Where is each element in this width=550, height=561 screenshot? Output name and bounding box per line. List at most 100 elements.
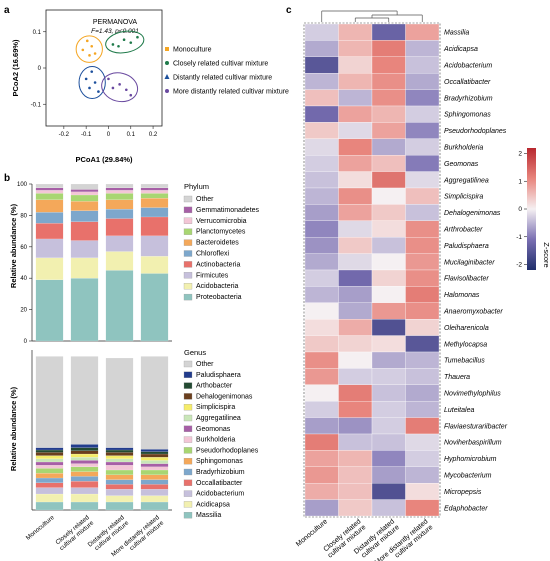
heatmap-cell — [304, 138, 339, 156]
zscore-heatmap: Z-score Massilia Acidicapsa Acidobacterium… — [295, 10, 550, 561]
y-tick-label: 40 — [20, 276, 27, 282]
stacked-bar-segment — [140, 484, 169, 490]
heatmap-cell — [304, 237, 339, 254]
x-category-label: Monoculture — [25, 514, 56, 542]
heatmap-cell — [338, 40, 373, 57]
stacked-bar-segment — [70, 463, 99, 467]
stacked-bar-segment — [35, 447, 64, 451]
heatmap-row-label: Paludisphaera — [444, 243, 489, 250]
legend-swatch — [183, 382, 193, 389]
legend-label: Dehalogenimonas — [196, 393, 253, 400]
stacked-bar-segment — [35, 190, 64, 194]
stacked-bar-segment — [105, 209, 134, 219]
legend-swatch — [183, 261, 193, 268]
pcoa-point — [118, 83, 121, 86]
heatmap-cell — [405, 155, 440, 172]
heatmap-row-label: Methylocapsa — [444, 341, 487, 348]
stacked-bar-segment — [35, 452, 64, 456]
stacked-bar-segment — [105, 447, 134, 451]
heatmap-row-label: Noviherbaspirillum — [444, 440, 502, 447]
heatmap-row-label: Novimethylophilus — [444, 391, 501, 398]
heatmap-cell — [338, 450, 373, 467]
pcoa-point — [97, 90, 100, 93]
heatmap-cell — [304, 187, 339, 205]
stacked-bar-segment — [70, 201, 99, 211]
stacked-bar-segment — [140, 449, 169, 452]
heatmap-cell — [338, 187, 373, 205]
heatmap-cell — [405, 171, 440, 189]
legend-label: Monoculture — [173, 47, 212, 54]
heatmap-row-label: Simplicispira — [444, 194, 483, 201]
stacked-bar-segment — [35, 223, 64, 240]
legend-label: Verrucomicrobia — [196, 218, 247, 225]
stacked-bar-segment — [35, 193, 64, 200]
legend-label: Occallatibacter — [196, 480, 243, 487]
stacked-bar-segment — [35, 473, 64, 479]
heatmap-cell — [371, 483, 406, 500]
heatmap-cell — [338, 483, 373, 500]
heatmap-row-label: Edaphobacter — [444, 505, 488, 512]
stacked-bar-segment — [105, 183, 134, 188]
pcoa-point — [122, 38, 126, 42]
heatmap-cell — [405, 89, 440, 107]
y-tick-label: 20 — [20, 308, 27, 314]
heatmap-cell — [405, 368, 440, 385]
heatmap-frame — [303, 22, 441, 518]
heatmap-cell — [338, 319, 373, 336]
legend-swatch — [183, 479, 193, 486]
pcoa-y-tick-label: 0 — [38, 66, 42, 72]
legend-label: Planctomycetes — [196, 229, 246, 236]
stacked-bar-segment — [70, 476, 99, 482]
legend-label: Simplicispira — [196, 404, 235, 411]
heatmap-cell — [304, 401, 339, 418]
stacked-bar-segment — [140, 190, 169, 194]
legend-swatch — [183, 360, 193, 368]
legend-label: Acidobacterium — [196, 491, 244, 498]
heatmap-cell — [304, 319, 339, 336]
legend-label: Massilia — [196, 512, 221, 519]
heatmap-cell — [304, 73, 339, 90]
heatmap-cell — [304, 40, 339, 57]
heatmap-row-label: Oleiharenicola — [444, 325, 489, 332]
heatmap-cell — [371, 187, 406, 205]
heatmap-cell — [338, 286, 373, 303]
heatmap-cell — [338, 368, 373, 385]
genus-y-axis-label: Relative abundance (%) — [9, 386, 18, 471]
legend-swatch — [183, 195, 193, 203]
heatmap-cell — [371, 155, 406, 172]
heatmap-cell — [405, 56, 440, 74]
stacked-bar-segment — [140, 187, 169, 191]
genus-stacked-bar-chart: Relative abundance (%) Genus Monoculture… — [9, 348, 259, 558]
stacked-bar-segment — [140, 457, 169, 461]
legend-swatch — [183, 393, 193, 400]
heatmap-cell — [338, 23, 373, 41]
legend-label: Firmicutes — [196, 272, 229, 279]
stacked-bar-segment — [105, 449, 134, 453]
stacked-bar-segment — [105, 357, 134, 448]
phylum-legend-title: Phylum — [184, 182, 209, 191]
stacked-bar-segment — [140, 183, 169, 188]
heatmap-cell — [371, 138, 406, 156]
heatmap-cell — [304, 220, 339, 238]
pcoa-annotation-stats: F=1.43, p<0.001 — [91, 28, 139, 35]
x-category-label-line: Monoculture — [25, 514, 56, 542]
heatmap-row-label: Geomonas — [444, 161, 479, 168]
legend-marker-circle — [165, 61, 169, 65]
heatmap-row-label: Aggregatilinea — [443, 177, 489, 184]
heatmap-cell — [338, 401, 373, 418]
heatmap-row-label: Halomonas — [444, 292, 480, 299]
stacked-bar-segment — [35, 183, 64, 188]
colorbar-tick-label: -1 — [516, 234, 522, 241]
stacked-bar-segment — [105, 465, 134, 471]
heatmap-cell — [338, 269, 373, 287]
stacked-bar-segment — [35, 455, 64, 459]
legend-swatch — [183, 206, 193, 214]
panel-label-b: b — [4, 173, 10, 184]
heatmap-cell — [338, 56, 373, 74]
heatmap-cell — [405, 450, 440, 467]
heatmap-cell — [405, 23, 440, 41]
heatmap-cell — [338, 89, 373, 107]
heatmap-cell — [304, 204, 339, 221]
stacked-bar-segment — [140, 479, 169, 485]
heatmap-cell — [304, 122, 339, 139]
